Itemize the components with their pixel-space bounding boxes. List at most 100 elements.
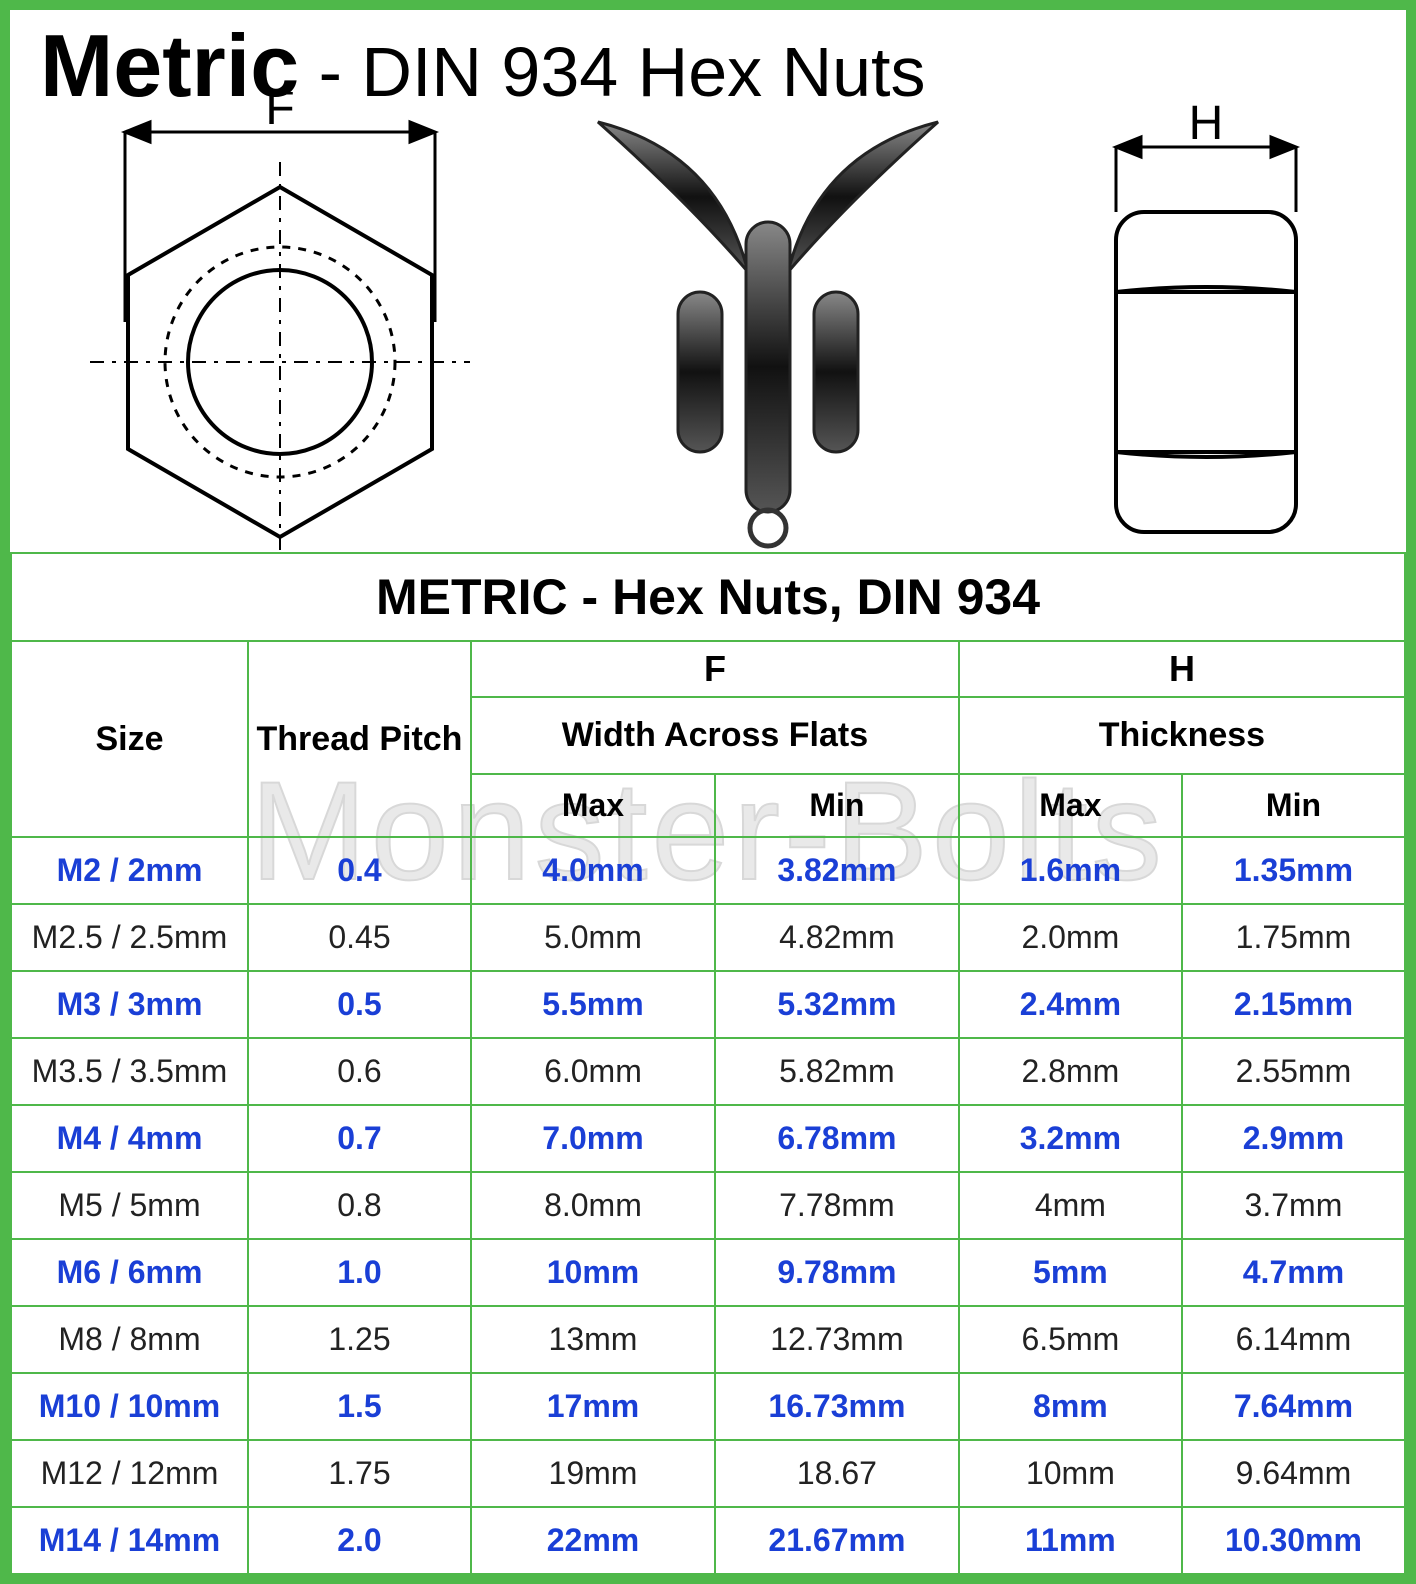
cell-fmax: 10mm xyxy=(471,1239,715,1306)
spec-table-body: M2 / 2mm0.44.0mm3.82mm1.6mm1.35mmM2.5 / … xyxy=(11,837,1405,1574)
cell-hmin: 2.15mm xyxy=(1182,971,1405,1038)
logo-svg xyxy=(538,92,998,552)
cell-hmin: 1.35mm xyxy=(1182,837,1405,904)
cell-hmin: 9.64mm xyxy=(1182,1440,1405,1507)
cell-hmax: 11mm xyxy=(959,1507,1182,1574)
table-row: M2 / 2mm0.44.0mm3.82mm1.6mm1.35mm xyxy=(11,837,1405,904)
cell-size: M6 / 6mm xyxy=(11,1239,248,1306)
cell-fmax: 5.5mm xyxy=(471,971,715,1038)
cell-size: M12 / 12mm xyxy=(11,1440,248,1507)
col-hmin: Min xyxy=(1182,774,1405,837)
spec-table: METRIC - Hex Nuts, DIN 934 Size Thread P… xyxy=(10,552,1406,1575)
cell-hmin: 7.64mm xyxy=(1182,1373,1405,1440)
col-fmax: Max xyxy=(471,774,715,837)
cell-hmax: 10mm xyxy=(959,1440,1182,1507)
cell-hmax: 3.2mm xyxy=(959,1105,1182,1172)
cell-hmin: 1.75mm xyxy=(1182,904,1405,971)
cell-fmin: 5.82mm xyxy=(715,1038,959,1105)
table-row: M6 / 6mm1.010mm9.78mm5mm4.7mm xyxy=(11,1239,1405,1306)
cell-pitch: 0.6 xyxy=(248,1038,471,1105)
cell-hmax: 2.8mm xyxy=(959,1038,1182,1105)
hex-side-view: H xyxy=(1046,92,1366,552)
cell-fmin: 12.73mm xyxy=(715,1306,959,1373)
cell-pitch: 1.75 xyxy=(248,1440,471,1507)
col-f-letter: F xyxy=(471,641,959,697)
spec-sheet: Metric - DIN 934 Hex Nuts F xyxy=(0,0,1416,1584)
diagrams-row: F xyxy=(10,92,1406,552)
cell-fmax: 5.0mm xyxy=(471,904,715,971)
cell-fmax: 22mm xyxy=(471,1507,715,1574)
cell-fmin: 16.73mm xyxy=(715,1373,959,1440)
cell-fmax: 6.0mm xyxy=(471,1038,715,1105)
cell-size: M3 / 3mm xyxy=(11,971,248,1038)
cell-pitch: 1.5 xyxy=(248,1373,471,1440)
table-row: M14 / 14mm2.022mm21.67mm11mm10.30mm xyxy=(11,1507,1405,1574)
cell-fmax: 8.0mm xyxy=(471,1172,715,1239)
cell-fmin: 5.32mm xyxy=(715,971,959,1038)
cell-size: M8 / 8mm xyxy=(11,1306,248,1373)
cell-fmin: 3.82mm xyxy=(715,837,959,904)
cell-size: M14 / 14mm xyxy=(11,1507,248,1574)
col-fmin: Min xyxy=(715,774,959,837)
cell-hmin: 3.7mm xyxy=(1182,1172,1405,1239)
table-row: M3.5 / 3.5mm0.66.0mm5.82mm2.8mm2.55mm xyxy=(11,1038,1405,1105)
cell-hmin: 4.7mm xyxy=(1182,1239,1405,1306)
table-row: M12 / 12mm1.7519mm18.6710mm9.64mm xyxy=(11,1440,1405,1507)
dim-f-label: F xyxy=(265,92,294,135)
table-row: M8 / 8mm1.2513mm12.73mm6.5mm6.14mm xyxy=(11,1306,1405,1373)
cell-size: M2.5 / 2.5mm xyxy=(11,904,248,971)
hex-top-svg: F xyxy=(70,92,490,552)
table-row: M2.5 / 2.5mm0.455.0mm4.82mm2.0mm1.75mm xyxy=(11,904,1405,971)
cell-hmin: 2.9mm xyxy=(1182,1105,1405,1172)
cell-hmax: 5mm xyxy=(959,1239,1182,1306)
col-f-label: Width Across Flats xyxy=(471,697,959,774)
hex-side-svg: H xyxy=(1046,92,1366,552)
cell-pitch: 1.0 xyxy=(248,1239,471,1306)
cell-hmin: 10.30mm xyxy=(1182,1507,1405,1574)
cell-fmax: 13mm xyxy=(471,1306,715,1373)
cell-pitch: 0.8 xyxy=(248,1172,471,1239)
cell-size: M5 / 5mm xyxy=(11,1172,248,1239)
cell-hmax: 8mm xyxy=(959,1373,1182,1440)
cell-fmax: 7.0mm xyxy=(471,1105,715,1172)
cell-hmax: 2.4mm xyxy=(959,971,1182,1038)
cell-fmax: 19mm xyxy=(471,1440,715,1507)
table-row: M5 / 5mm0.88.0mm7.78mm4mm3.7mm xyxy=(11,1172,1405,1239)
table-row: M10 / 10mm1.517mm16.73mm8mm7.64mm xyxy=(11,1373,1405,1440)
cell-hmin: 6.14mm xyxy=(1182,1306,1405,1373)
cell-size: M4 / 4mm xyxy=(11,1105,248,1172)
cell-fmin: 9.78mm xyxy=(715,1239,959,1306)
col-hmax: Max xyxy=(959,774,1182,837)
cell-size: M10 / 10mm xyxy=(11,1373,248,1440)
cell-fmin: 18.67 xyxy=(715,1440,959,1507)
center-logo xyxy=(538,92,998,552)
cell-hmax: 1.6mm xyxy=(959,837,1182,904)
cell-pitch: 0.4 xyxy=(248,837,471,904)
cell-hmax: 4mm xyxy=(959,1172,1182,1239)
cell-size: M2 / 2mm xyxy=(11,837,248,904)
cell-hmax: 2.0mm xyxy=(959,904,1182,971)
cell-fmin: 7.78mm xyxy=(715,1172,959,1239)
col-size: Size xyxy=(11,641,248,837)
col-pitch: Thread Pitch xyxy=(248,641,471,837)
cell-fmin: 6.78mm xyxy=(715,1105,959,1172)
cell-fmax: 4.0mm xyxy=(471,837,715,904)
cell-pitch: 0.45 xyxy=(248,904,471,971)
spec-table-wrap: METRIC - Hex Nuts, DIN 934 Size Thread P… xyxy=(10,552,1406,1575)
cell-pitch: 1.25 xyxy=(248,1306,471,1373)
cell-fmax: 17mm xyxy=(471,1373,715,1440)
cell-hmax: 6.5mm xyxy=(959,1306,1182,1373)
cell-fmin: 4.82mm xyxy=(715,904,959,971)
col-h-letter: H xyxy=(959,641,1405,697)
dim-h-label: H xyxy=(1189,97,1224,150)
cell-fmin: 21.67mm xyxy=(715,1507,959,1574)
cell-pitch: 2.0 xyxy=(248,1507,471,1574)
hex-top-view: F xyxy=(70,92,490,552)
cell-pitch: 0.7 xyxy=(248,1105,471,1172)
table-title: METRIC - Hex Nuts, DIN 934 xyxy=(11,553,1405,641)
table-row: M4 / 4mm0.77.0mm6.78mm3.2mm2.9mm xyxy=(11,1105,1405,1172)
cell-size: M3.5 / 3.5mm xyxy=(11,1038,248,1105)
col-h-label: Thickness xyxy=(959,697,1405,774)
cell-pitch: 0.5 xyxy=(248,971,471,1038)
table-row: M3 / 3mm0.55.5mm5.32mm2.4mm2.15mm xyxy=(11,971,1405,1038)
